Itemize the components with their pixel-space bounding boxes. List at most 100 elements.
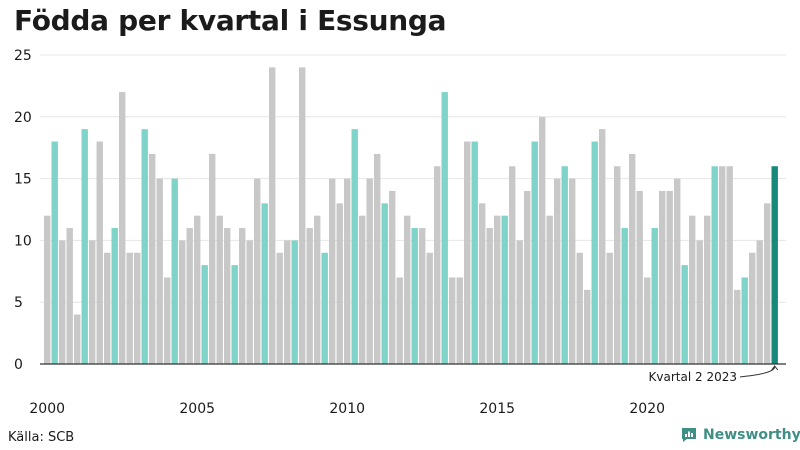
bar — [411, 228, 418, 364]
bar — [381, 203, 388, 364]
bar — [524, 190, 531, 364]
bar — [156, 178, 163, 364]
bar — [194, 215, 201, 364]
bar — [771, 166, 778, 364]
bar — [456, 277, 463, 364]
bar — [276, 252, 283, 364]
bar — [501, 215, 508, 364]
annotation-arrow — [739, 366, 776, 378]
bar — [186, 228, 193, 364]
bar — [651, 228, 658, 364]
x-tick-label: 2010 — [329, 401, 365, 417]
bar — [516, 240, 523, 364]
bar — [374, 153, 381, 364]
bar — [164, 277, 171, 364]
y-tick-label: 15 — [14, 172, 32, 188]
bar — [201, 265, 208, 364]
bar — [119, 92, 126, 364]
bar — [306, 228, 313, 364]
brand-logo[interactable]: Newsworthy — [680, 426, 800, 444]
bar — [636, 190, 643, 364]
bar — [546, 215, 553, 364]
x-axis-ticks: 2000 2005 2010 2015 2020 — [29, 401, 665, 417]
bar — [606, 252, 613, 364]
bar — [171, 178, 178, 364]
y-tick-label: 25 — [14, 48, 32, 64]
bar — [539, 116, 546, 364]
bar — [179, 240, 186, 364]
bar — [291, 240, 298, 364]
bar — [494, 215, 501, 364]
bar — [269, 67, 276, 365]
bar — [239, 228, 246, 364]
bar — [719, 166, 726, 364]
bar — [419, 228, 426, 364]
bar — [224, 228, 231, 364]
bar — [471, 141, 478, 364]
bar — [231, 265, 238, 364]
bar — [104, 252, 111, 364]
bar — [66, 228, 73, 364]
bar — [141, 129, 148, 364]
bar — [554, 178, 561, 364]
bar — [126, 252, 133, 364]
bar — [584, 289, 591, 364]
bar — [344, 178, 351, 364]
bar — [74, 314, 81, 364]
bar — [576, 252, 583, 364]
bar — [389, 190, 396, 364]
bar — [149, 153, 156, 364]
bar — [569, 178, 576, 364]
bar — [404, 215, 411, 364]
bar — [689, 215, 696, 364]
bar — [599, 129, 606, 364]
bar — [336, 203, 343, 364]
bar — [681, 265, 688, 364]
bar — [426, 252, 433, 364]
bars — [44, 67, 778, 365]
bar — [59, 240, 66, 364]
bar — [261, 203, 268, 364]
bar — [621, 228, 628, 364]
x-tick-label: 2015 — [479, 401, 515, 417]
bar — [734, 289, 741, 364]
bar — [704, 215, 711, 364]
annotation-label: Kvartal 2 2023 — [649, 370, 737, 384]
y-tick-label: 10 — [14, 233, 32, 249]
bar — [329, 178, 336, 364]
y-tick-label: 20 — [14, 110, 32, 126]
y-tick-label: 5 — [14, 295, 23, 311]
bar — [111, 228, 118, 364]
bar — [749, 252, 756, 364]
bar — [531, 141, 538, 364]
bar — [89, 240, 96, 364]
bar — [96, 141, 103, 364]
bar — [396, 277, 403, 364]
bar — [441, 92, 448, 364]
bar — [591, 141, 598, 364]
bar — [696, 240, 703, 364]
x-tick-label: 2005 — [179, 401, 215, 417]
bar — [449, 277, 456, 364]
bar — [464, 141, 471, 364]
bar — [351, 129, 358, 364]
bar — [359, 215, 366, 364]
bar — [284, 240, 291, 364]
bar — [246, 240, 253, 364]
bar — [216, 215, 223, 364]
bar — [479, 203, 486, 364]
bar — [726, 166, 733, 364]
bar — [314, 215, 321, 364]
chart-title: Födda per kvartal i Essunga — [14, 4, 447, 37]
bar — [366, 178, 373, 364]
source-note: Källa: SCB — [8, 430, 75, 445]
bar — [659, 190, 666, 364]
x-tick-label: 2000 — [29, 401, 65, 417]
bar — [486, 228, 493, 364]
bar — [51, 141, 58, 364]
y-tick-label: 0 — [14, 357, 23, 373]
bar — [509, 166, 516, 364]
bar — [209, 153, 216, 364]
x-tick-label: 2020 — [629, 401, 665, 417]
